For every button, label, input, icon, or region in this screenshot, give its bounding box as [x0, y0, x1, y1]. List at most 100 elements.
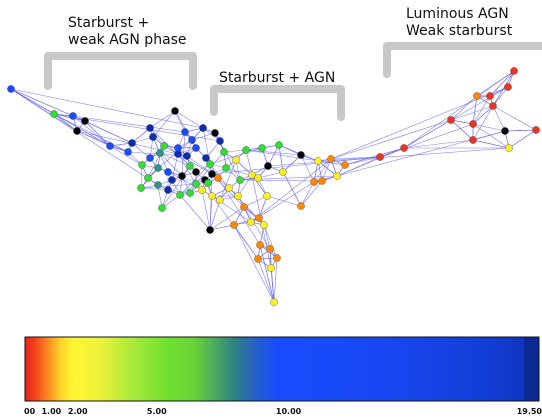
network-edge — [84, 120, 111, 147]
network-node — [469, 136, 477, 144]
network-node — [447, 116, 455, 124]
network-edge — [250, 181, 315, 223]
network-node — [206, 160, 214, 168]
network-node — [154, 164, 162, 172]
network-edge — [140, 164, 143, 189]
network-node — [254, 255, 262, 263]
network-edge — [450, 105, 494, 121]
network-node — [156, 149, 164, 157]
network-edge — [300, 154, 315, 183]
network-edge — [300, 180, 323, 207]
network-node — [236, 176, 244, 184]
network-edge — [72, 115, 186, 133]
network-nodes — [7, 67, 540, 306]
network-node — [211, 129, 219, 137]
network-node — [186, 162, 194, 170]
network-edge — [219, 159, 237, 201]
network-node — [124, 148, 132, 156]
network-node — [154, 181, 162, 189]
network-node — [376, 153, 384, 161]
network-node — [333, 172, 341, 180]
network-node — [489, 102, 497, 110]
label-starburst-weak-agn: Starburst + weak AGN phase — [68, 15, 187, 48]
network-node — [263, 192, 271, 200]
network-node — [192, 144, 200, 152]
network-edge — [403, 70, 515, 149]
bracket-starburst-weak-agn — [44, 52, 197, 90]
network-node — [220, 148, 228, 156]
network-edge — [211, 156, 381, 175]
network-node — [144, 174, 152, 182]
network-edge — [161, 165, 191, 209]
network-node — [50, 110, 58, 118]
network-edge — [140, 187, 169, 191]
network-node — [208, 170, 216, 178]
network-edge — [403, 139, 474, 149]
network-edge — [174, 110, 204, 129]
network-edge — [492, 70, 515, 107]
network-node — [7, 85, 15, 93]
network-edge — [492, 105, 506, 132]
network-node — [510, 67, 518, 75]
network-node — [264, 162, 272, 170]
network-node — [168, 176, 176, 184]
network-edge — [174, 110, 186, 133]
network-node — [234, 192, 242, 200]
network-edge — [472, 95, 491, 125]
network-edge — [179, 163, 211, 196]
network-edge — [10, 88, 159, 186]
network-node — [248, 171, 256, 179]
colorbar-tick-label: 2.00 — [68, 407, 88, 416]
network-node — [181, 128, 189, 136]
network-node — [341, 161, 349, 169]
network-node — [273, 254, 281, 262]
colorbar-ticks: 00 1.00 2.00 5.00 10.00 19.50 — [24, 407, 542, 416]
network-edge — [317, 160, 338, 177]
network-node — [297, 202, 305, 210]
network-edge — [259, 244, 275, 303]
network-node — [505, 144, 513, 152]
bracket-starburst-agn — [210, 85, 345, 121]
network-node — [225, 184, 233, 192]
network-node — [164, 186, 172, 194]
network-edge — [282, 171, 302, 207]
network-node — [81, 117, 89, 125]
network-edge — [300, 181, 315, 207]
network-node — [176, 191, 184, 199]
network-node — [279, 168, 287, 176]
colorbar-tick-label: 5.00 — [147, 407, 167, 416]
network-node — [318, 177, 326, 185]
network-edge — [267, 147, 510, 167]
network-edge — [504, 129, 537, 132]
network-edge — [508, 129, 537, 149]
network-node — [158, 204, 166, 212]
network-node — [310, 178, 318, 186]
network-node — [198, 186, 206, 194]
network-edge — [472, 123, 510, 149]
network-node — [400, 144, 408, 152]
network-edge — [53, 113, 221, 142]
network-node — [254, 174, 262, 182]
network-edge — [472, 123, 506, 132]
network-edge — [181, 131, 186, 177]
colorbar-tick-label: 19.50 — [517, 407, 542, 416]
bracket-luminous-agn — [383, 42, 542, 78]
network-edge — [450, 86, 509, 121]
network-edge — [270, 267, 275, 303]
network-edge — [233, 224, 275, 303]
network-edge — [209, 199, 221, 231]
network-node — [178, 172, 186, 180]
network-edge — [278, 144, 284, 173]
network-edge — [263, 224, 271, 250]
network-edge — [201, 189, 211, 231]
network-edge — [53, 113, 86, 122]
network-node — [160, 142, 168, 150]
network-edge — [489, 70, 515, 97]
network-node — [247, 218, 255, 226]
network-edge — [267, 144, 280, 167]
network-node — [204, 179, 212, 187]
network-node — [469, 120, 477, 128]
network-edge — [140, 183, 197, 189]
network-edge — [174, 110, 193, 141]
network-node — [532, 126, 540, 134]
